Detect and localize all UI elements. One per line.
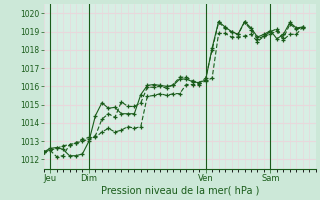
X-axis label: Pression niveau de la mer( hPa ): Pression niveau de la mer( hPa ): [100, 186, 259, 196]
